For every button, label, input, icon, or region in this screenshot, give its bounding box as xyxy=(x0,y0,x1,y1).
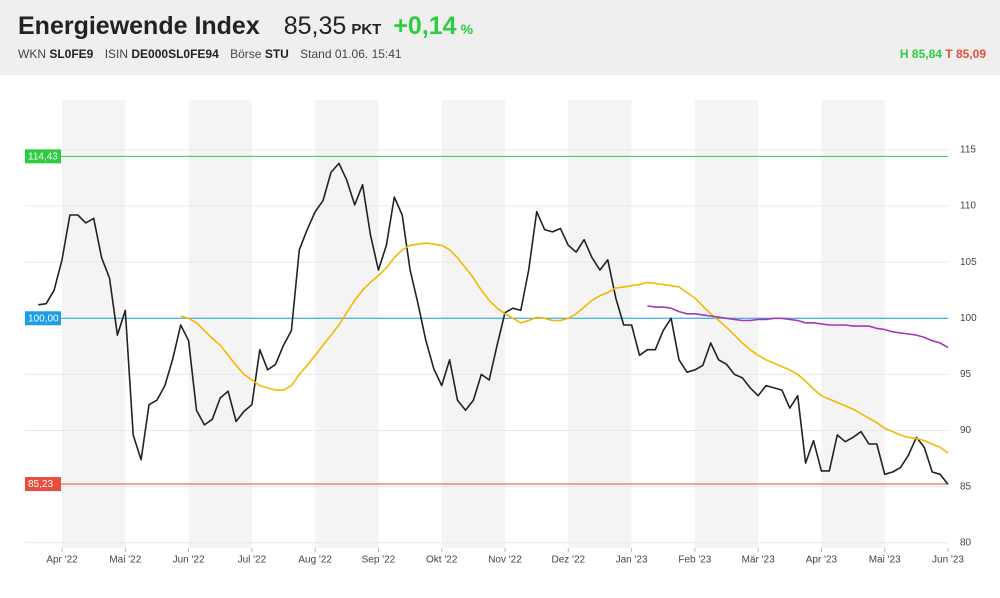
change: +0,14 xyxy=(393,12,457,40)
x-tick-label: Aug '22 xyxy=(298,555,332,566)
month-band xyxy=(568,100,632,548)
month-band xyxy=(694,100,759,548)
month-band xyxy=(62,100,126,548)
meta-label: ISIN xyxy=(104,47,129,61)
level-label: 114,43 xyxy=(28,151,58,162)
level-label: 85,23 xyxy=(28,479,53,490)
y-tick-label: 95 xyxy=(960,369,972,380)
high: H 85,84 xyxy=(899,47,942,61)
y-tick-label: 80 xyxy=(960,537,972,548)
y-tick-label: 105 xyxy=(960,257,977,268)
meta-value: STU xyxy=(264,47,289,61)
x-tick-label: Okt '22 xyxy=(426,555,458,566)
month-band xyxy=(315,100,379,548)
x-tick-label: Nov '22 xyxy=(488,555,522,566)
change-unit: % xyxy=(460,21,474,37)
month-band xyxy=(188,100,252,548)
low: T 85,09 xyxy=(945,47,986,61)
meta-label: WKN xyxy=(18,47,46,61)
price: 85,35 xyxy=(283,12,347,40)
y-tick-label: 90 xyxy=(960,425,972,436)
meta-row: WKN SL0FE9 ISIN DE000SL0FE94 Börse STU S… xyxy=(18,47,402,61)
header: Energiewende Index 85,35 PKT +0,14 % WKN… xyxy=(0,0,1000,75)
level-tag xyxy=(25,477,61,492)
y-tick-label: 115 xyxy=(960,145,976,156)
x-tick-label: Apr '22 xyxy=(46,555,78,566)
month-band xyxy=(441,100,506,548)
x-tick-label: Dez '22 xyxy=(551,555,585,566)
x-tick-label: Apr '23 xyxy=(806,555,838,566)
x-tick-label: Jul '22 xyxy=(238,555,267,566)
title-row: Energiewende Index 85,35 PKT +0,14 % xyxy=(18,12,473,41)
y-tick-label: 110 xyxy=(960,201,976,212)
x-tick-label: Jun '22 xyxy=(173,555,205,566)
series-line xyxy=(38,162,949,485)
series-line xyxy=(180,242,949,454)
month-band xyxy=(821,100,885,548)
x-tick-label: Jan '23 xyxy=(616,555,648,566)
level-tag xyxy=(25,149,61,164)
x-tick-label: Mär '23 xyxy=(742,555,775,566)
high-low: H 85,84 T 85,09 xyxy=(900,47,986,61)
stand: Stand 01.06. 15:41 xyxy=(300,47,402,61)
chart: 80 85 90 95 100 105 110 115 Apr '22 Mai '22 Jun '2… xyxy=(25,100,977,566)
y-tick-label: 85 xyxy=(960,481,972,492)
meta-value: DE000SL0FE94 xyxy=(131,47,219,61)
x-tick-label: Sep '22 xyxy=(362,555,396,566)
title: Energiewende Index xyxy=(18,12,260,40)
meta-label: Börse xyxy=(230,47,262,61)
meta-value: SL0FE9 xyxy=(49,47,94,61)
x-tick-label: Jun '23 xyxy=(932,555,964,566)
series-line xyxy=(647,305,949,349)
y-tick-label: 100 xyxy=(960,313,977,324)
x-tick-label: Feb '23 xyxy=(678,555,711,566)
x-tick-label: Mai '23 xyxy=(869,555,901,566)
x-tick-label: Mai '22 xyxy=(109,555,141,566)
level-tag xyxy=(25,311,61,326)
level-label: 100,00 xyxy=(28,313,59,324)
unit: PKT xyxy=(351,21,382,38)
